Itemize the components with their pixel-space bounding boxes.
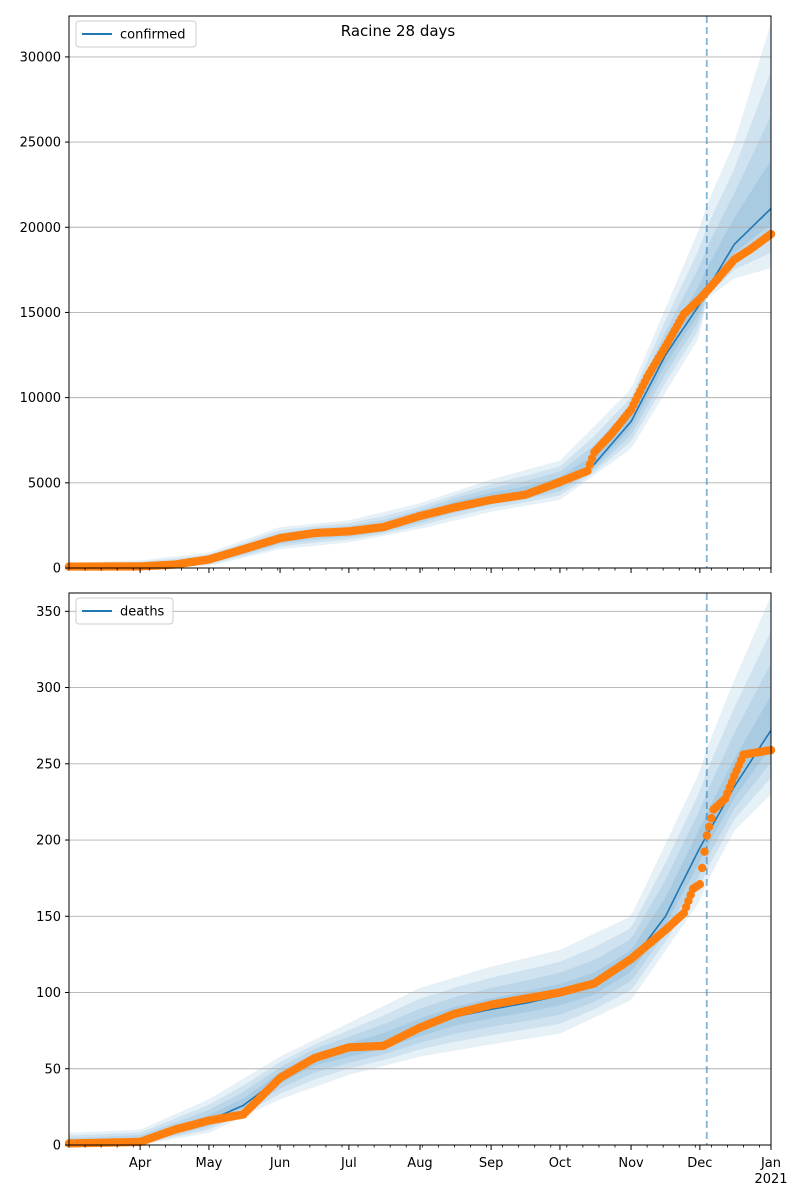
x-tick-label: Jul bbox=[340, 1156, 357, 1171]
deaths-y-tick-label: 150 bbox=[36, 910, 61, 925]
confirmed-y-tick-label: 15000 bbox=[20, 306, 61, 321]
deaths-observed-points bbox=[64, 745, 776, 1148]
deaths-legend-label: deaths bbox=[120, 605, 165, 620]
confirmed-y-tick-label: 5000 bbox=[28, 476, 61, 491]
deaths-observed-point bbox=[702, 831, 711, 840]
x-tick-label: Aug bbox=[407, 1156, 432, 1171]
confirmed-y-axis: 0 5000 10000 15000 20000 25000 30000 bbox=[20, 50, 69, 577]
confirmed-y-tick-label: 30000 bbox=[20, 50, 61, 65]
confirmed-y-tick-label: 20000 bbox=[20, 221, 61, 236]
deaths-y-tick-label: 0 bbox=[53, 1139, 61, 1154]
deaths-gridlines bbox=[69, 610, 771, 1070]
confirmed-gridlines bbox=[69, 56, 771, 484]
confirmed-x-axis bbox=[68, 568, 772, 573]
deaths-y-tick-label: 100 bbox=[36, 986, 61, 1001]
deaths-observed-point bbox=[704, 822, 714, 831]
confirmed-observed-point bbox=[583, 466, 592, 476]
confirmed-y-tick-label: 0 bbox=[53, 562, 61, 577]
deaths-y-tick-label: 350 bbox=[36, 605, 61, 620]
x-tick-label: Sep bbox=[479, 1156, 504, 1171]
x-tick-label: Jan bbox=[760, 1156, 781, 1171]
x-tick-label: Oct bbox=[549, 1156, 571, 1171]
chart-title: Racine 28 days bbox=[341, 22, 456, 40]
confirmed-legend: confirmed bbox=[75, 20, 197, 48]
x-year-label: 2021 bbox=[754, 1172, 787, 1187]
confirmed-legend-label: confirmed bbox=[120, 28, 186, 43]
confirmed-band-1 bbox=[69, 22, 771, 569]
confirmed-band-4 bbox=[69, 160, 771, 567]
x-tick-label: Dec bbox=[687, 1156, 712, 1171]
deaths-observed-point bbox=[707, 814, 716, 823]
deaths-uncertainty-bands bbox=[69, 596, 771, 1145]
confirmed-uncertainty-bands bbox=[69, 22, 771, 569]
deaths-observed-point bbox=[700, 847, 709, 856]
deaths-y-axis: 0 50 100 150 200 250 300 350 bbox=[36, 605, 69, 1154]
deaths-panel: 0 50 100 150 200 250 300 350 Apr May Jun Jul Aug Sep… bbox=[36, 592, 788, 1187]
deaths-y-tick-label: 200 bbox=[36, 834, 61, 849]
deaths-observed-point bbox=[698, 863, 707, 873]
deaths-band-2 bbox=[69, 630, 771, 1145]
x-tick-label: Jun bbox=[269, 1156, 290, 1171]
x-tick-label: May bbox=[195, 1156, 222, 1171]
deaths-y-tick-label: 300 bbox=[36, 681, 61, 696]
confirmed-axes-frame bbox=[68, 15, 772, 569]
x-tick-label: Apr bbox=[129, 1156, 152, 1171]
x-tick-label: Nov bbox=[618, 1156, 644, 1171]
confirmed-panel: 0 5000 10000 15000 20000 25000 30000 confirmed bbox=[20, 15, 776, 577]
confirmed-observed-points bbox=[64, 229, 776, 571]
confirmed-band-2 bbox=[69, 71, 771, 568]
deaths-band-1 bbox=[69, 596, 771, 1145]
deaths-band-4 bbox=[69, 695, 771, 1144]
deaths-legend: deaths bbox=[75, 597, 174, 625]
confirmed-y-tick-label: 25000 bbox=[20, 136, 61, 151]
confirmed-observed-point bbox=[587, 454, 597, 463]
deaths-y-tick-label: 50 bbox=[44, 1062, 61, 1077]
confirmed-y-tick-label: 10000 bbox=[20, 391, 61, 406]
deaths-observed-point bbox=[695, 880, 705, 889]
deaths-y-tick-label: 250 bbox=[36, 757, 61, 772]
